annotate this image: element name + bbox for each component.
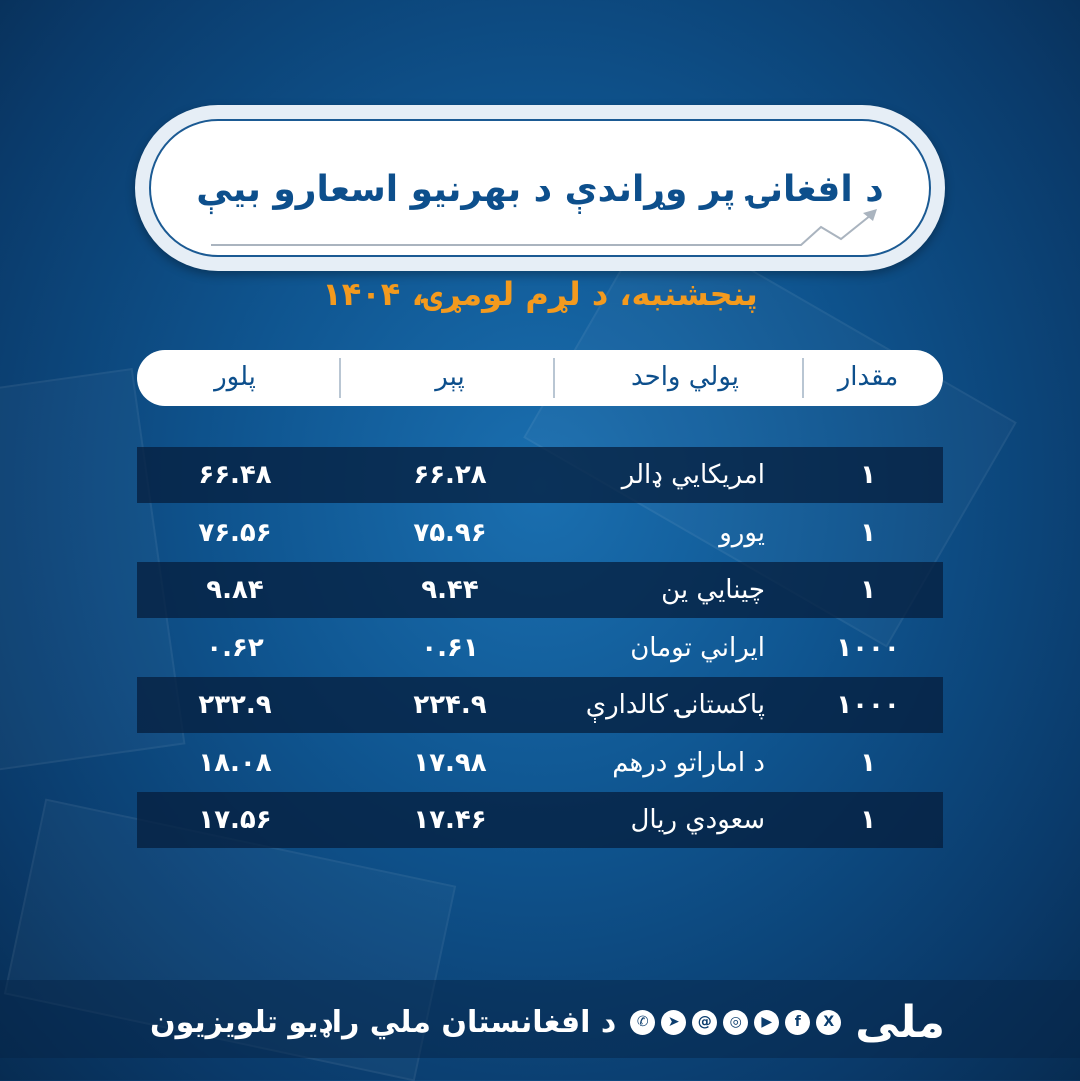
footer-bar — [0, 980, 1080, 1058]
table-row: ۱۰۰۰ پاکستانۍ کالدارې ۲۲۴.۹ ۲۳۲.۹ — [137, 677, 943, 733]
table-row: ۱ سعودي ریال ۱۷.۴۶ ۱۷.۵۶ — [137, 792, 943, 848]
cell-sell: ۲۳۲.۹ — [198, 690, 272, 720]
cell-buy: ۶۶.۲۸ — [413, 460, 487, 490]
header-sell: پلور — [214, 362, 256, 392]
divider — [802, 358, 804, 398]
cell-buy: ۰.۶۱ — [421, 632, 479, 663]
telegram-icon[interactable]: ➤ — [661, 1009, 687, 1035]
x-icon[interactable]: X — [816, 1009, 842, 1035]
cell-buy: ۱۷.۴۶ — [413, 805, 487, 835]
table-row: ۱ یورو ۷۵.۹۶ ۷۶.۵۶ — [137, 505, 943, 561]
header-amount: مقدار — [837, 362, 899, 392]
social-icons: ✆ ➤ @ ◎ ▶ f X — [630, 1009, 842, 1035]
header-buy: پېر — [435, 362, 465, 392]
instagram-icon[interactable]: ◎ — [723, 1009, 749, 1035]
cell-unit: ایراني تومان — [630, 632, 765, 663]
cell-amount: ۱ — [860, 460, 876, 490]
cell-unit: چینایي ین — [661, 575, 765, 605]
footer-content: ملی ✆ ➤ @ ◎ ▶ f X د افغانستان ملي راډیو … — [149, 992, 947, 1052]
cell-sell: ۱۸.۰۸ — [198, 747, 272, 778]
cell-buy: ۲۲۴.۹ — [413, 690, 487, 720]
cell-sell: ۹.۸۴ — [206, 575, 264, 605]
cell-sell: ۰.۶۲ — [206, 632, 264, 663]
cell-unit: پاکستانۍ کالدارې — [585, 690, 765, 720]
cell-unit: د اماراتو درهم — [612, 747, 765, 778]
footer-text: د افغانستان ملي راډیو تلویزیون — [149, 1004, 617, 1040]
title-banner: د افغانۍ پر وړاندې د بهرنیو اسعارو بیې — [135, 105, 945, 271]
cell-amount: ۱ — [860, 575, 876, 605]
table-header: مقدار پولي واحد پېر پلور — [137, 350, 943, 406]
cell-buy: ۹.۴۴ — [421, 575, 479, 605]
cell-unit: یورو — [719, 517, 765, 548]
whatsapp-icon[interactable]: ✆ — [630, 1009, 656, 1035]
facebook-icon[interactable]: f — [785, 1009, 811, 1035]
rta-logo: ملی — [855, 996, 947, 1048]
cell-amount: ۱ — [860, 747, 876, 778]
cell-sell: ۶۶.۴۸ — [198, 460, 272, 490]
cell-unit: سعودي ریال — [630, 805, 765, 835]
divider — [339, 358, 341, 398]
cell-amount: ۱۰۰۰ — [836, 690, 900, 720]
cell-buy: ۱۷.۹۸ — [413, 747, 487, 778]
table-row: ۱ چینایي ین ۹.۴۴ ۹.۸۴ — [137, 562, 943, 618]
cell-amount: ۱۰۰۰ — [836, 632, 900, 663]
trend-arrow-icon — [211, 209, 877, 246]
table-row: ۱ امریکایي ډالر ۶۶.۲۸ ۶۶.۴۸ — [137, 447, 943, 503]
cell-buy: ۷۵.۹۶ — [413, 517, 487, 548]
date-label: پنجشنبه، د لړم لومړۍ، ۱۴۰۴ — [322, 275, 758, 313]
table-row: ۱۰۰۰ ایراني تومان ۰.۶۱ ۰.۶۲ — [137, 620, 943, 676]
cell-sell: ۷۶.۵۶ — [198, 517, 272, 548]
cell-sell: ۱۷.۵۶ — [198, 805, 272, 835]
cell-unit: امریکایي ډالر — [621, 460, 765, 490]
table-row: ۱ د اماراتو درهم ۱۷.۹۸ ۱۸.۰۸ — [137, 735, 943, 791]
header-unit: پولي واحد — [630, 362, 740, 392]
youtube-icon[interactable]: ▶ — [754, 1009, 780, 1035]
page-title: د افغانۍ پر وړاندې د بهرنیو اسعارو بیې — [196, 169, 884, 210]
cell-amount: ۱ — [860, 517, 876, 548]
divider — [553, 358, 555, 398]
threads-icon[interactable]: @ — [692, 1009, 718, 1035]
cell-amount: ۱ — [860, 805, 876, 835]
